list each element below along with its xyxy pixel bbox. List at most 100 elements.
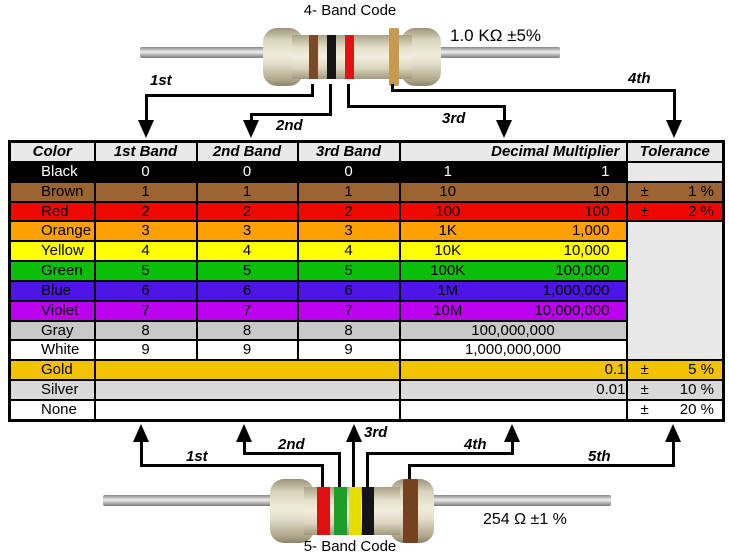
color-cell: Blue [8,279,96,302]
row-silver: Silver 0.01 ±10 % [8,379,725,402]
bottom-arrow-5th-label: 5th [588,448,611,465]
bands-merged-cell [93,379,401,402]
multiplier-full: 10,000,000 [534,301,610,319]
top-arrow-4th-hline [391,89,676,92]
row-gray: Gray 8 8 8 100,000,000 [8,319,724,342]
band3-cell: 3 [296,220,401,243]
top-arrow-3rd-shaft [503,105,506,122]
top-arrow-4th-shaft [673,89,676,122]
color-cell: Silver [8,379,96,402]
row-brown: Brown 1 1 1 10 10 ±1 % [8,180,725,203]
tolerance-value: 1 % [688,182,714,200]
band2-cell: 1 [195,180,299,203]
color-cell: Black [8,160,96,183]
multiplier-full: 1 [601,162,610,180]
red-band [317,487,330,535]
band1-cell: 4 [93,240,198,263]
multiplier-cell: 10M 10,000,000 [398,299,628,322]
row-blue: Blue 6 6 6 1M 1,000,000 [8,279,724,302]
multiplier-cell: 0.1 [398,359,628,382]
multiplier-abbr: 1K [438,222,457,240]
green-band [334,487,347,535]
bottom-arrow-5th-bandline [408,464,411,480]
tolerance-cell: ±1 % [625,180,725,203]
top-arrow-3rd-bandline [347,84,350,108]
band1-cell: 5 [93,260,198,282]
multiplier-abbr: 10 [439,182,457,200]
band2-cell: 3 [195,220,299,243]
bottom-resistor-value: 254 Ω ±1 % [483,511,567,528]
multiplier-cell: 0.01 [398,379,628,402]
black-band [327,35,336,79]
bottom-arrow-3rd-shaft [352,438,355,488]
yellow-band [349,487,361,535]
bottom-arrow-1st-bandline [321,464,324,488]
multiplier-full: 1,000,000 [542,281,610,299]
band3-cell: 0 [296,160,401,183]
bottom-arrow-2nd-shaft [243,438,246,455]
tolerance-value: 20 % [679,401,714,418]
color-cell: Green [8,260,96,282]
bottom-arrow-3rd-head-icon [346,424,362,442]
header-row: Color 1st Band 2nd Band 3rd Band Decimal… [8,140,725,163]
tolerance-value: 10 % [679,381,714,399]
multiplier-cell: 10 10 [398,180,628,203]
color-cell: Gold [8,359,96,382]
band3-cell: 2 [296,200,401,223]
top-arrow-1st-label: 1st [150,72,172,89]
row-none: None ±20 % [8,398,725,422]
bottom-arrow-4th-shaft [511,438,514,455]
top-arrow-1st-bandline [311,84,314,96]
multiplier-cell: 1,000,000,000 [398,339,628,362]
row-violet: Violet 7 7 7 10M 10,000,000 [8,299,724,322]
band3-cell: 4 [296,240,401,263]
top-arrow-4th-bandline [391,84,394,92]
row-green: Green 5 5 5 100K 100,000 [8,260,724,282]
bottom-arrow-1st-shaft [140,438,143,467]
tolerance-cell: ±2 % [625,200,725,223]
multiplier-full: 1,000,000,000 [465,341,561,359]
top-arrow-1st-head-icon [138,120,154,138]
bottom-arrow-2nd-hline [243,452,339,455]
band1-cell: 9 [93,339,198,362]
band3-cell: 9 [296,339,401,362]
plus-minus-sign: ± [640,361,649,379]
band3-cell: 7 [296,299,401,322]
top-arrow-2nd-head-icon [243,120,259,138]
band2-cell: 9 [195,339,299,362]
bottom-arrow-3rd-label: 3rd [364,424,388,441]
color-cell: Yellow [8,240,96,263]
color-code-table: Color 1st Band 2nd Band 3rd Band Decimal… [8,140,725,422]
bottom-arrow-1st-hline [140,464,324,467]
bottom-arrow-4th-hline [366,452,514,455]
color-cell: Orange [8,220,96,243]
top-resistor-value: 1.0 KΩ ±5% [450,26,542,45]
bottom-arrow-4th-head-icon [504,424,520,442]
tolerance-merged-cell [625,220,725,362]
multiplier-full: 100 [584,202,610,220]
color-cell: Violet [8,299,96,322]
multiplier-abbr: 1 [443,162,452,180]
multiplier-full: 100,000,000 [471,321,555,339]
bottom-arrow-2nd-bandline [338,452,341,488]
top-arrow-1st-shaft [145,94,148,122]
red-band [345,35,354,79]
top-arrow-3rd-head-icon [496,120,512,138]
bottom-arrow-5th-hline [408,464,675,467]
plus-minus-sign: ± [640,401,649,418]
multiplier-full: 10 [592,182,610,200]
header-color: Color [8,140,96,163]
top-arrow-1st-hline [146,94,314,97]
top-arrow-3rd-hline [347,105,506,108]
multiplier-abbr: 1M [437,281,459,299]
header-multiplier: Decimal Multiplier [398,140,628,163]
multiplier-full: 10,000 [563,242,610,260]
band1-cell: 6 [93,279,198,302]
multiplier-cell: 100 100 [398,200,628,223]
multiplier-abbr: 10K [434,242,462,260]
brown-band [403,479,418,543]
band3-cell: 5 [296,260,401,282]
band3-cell: 8 [296,319,401,342]
multiplier-abbr: 100K [430,262,466,280]
